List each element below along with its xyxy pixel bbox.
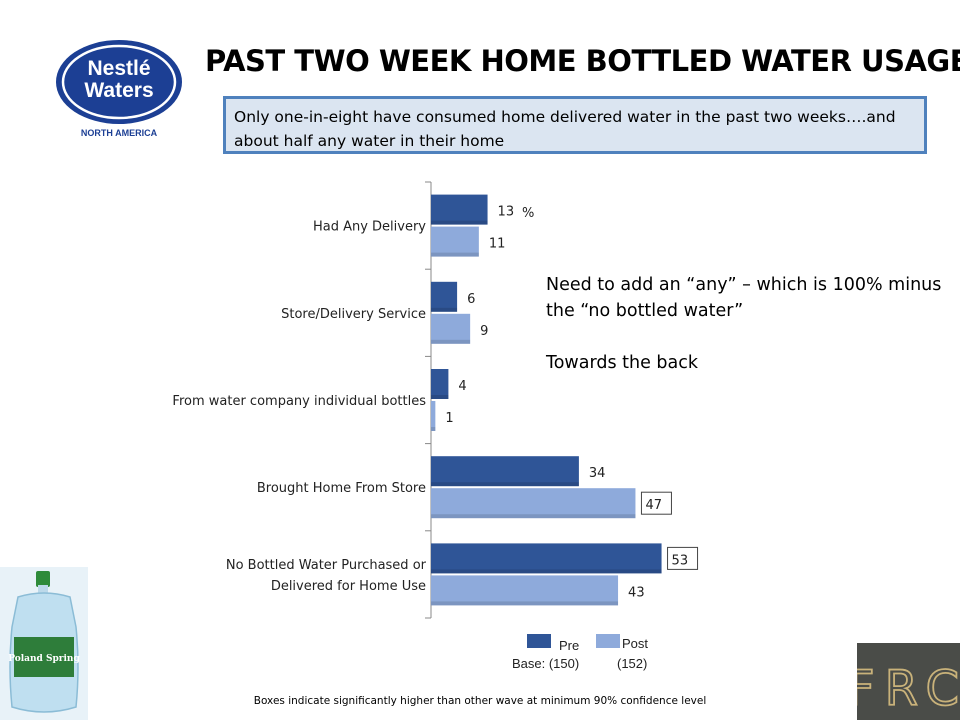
bar-pre [431,194,488,225]
bar-shadow [431,252,479,257]
significance-box [640,491,672,515]
bar-pre [431,456,579,487]
bar-shadow [431,339,471,344]
bar-post [431,226,479,257]
note-line-1: Need to add an “any” – which is 100% min… [546,275,942,321]
category-label: No Bottled Water Purchased or [226,558,427,573]
legend-label-pre: Pre [559,638,579,653]
data-label: 4 [458,379,466,394]
jug-label: Poland Spring [8,654,80,664]
subtitle-callout: Only one-in-eight have consumed home del… [223,96,927,154]
bar-shadow [431,514,636,519]
logo-brand-line1: Nestlé [87,57,150,80]
bar-shadow [431,395,449,399]
data-label: 13 [498,205,515,220]
bar-pre [431,369,449,399]
legend-label-post: Post [622,636,648,651]
data-label: 43 [628,585,645,600]
page-title: PAST TWO WEEK HOME BOTTLED WATER USAGE [205,44,960,78]
bar-pre [431,543,662,574]
data-label: 9 [480,324,488,339]
bar-pre [431,281,458,312]
nestle-waters-logo: Nestlé Waters NORTH AMERICA [38,32,200,154]
bar-post [431,313,471,344]
data-label: 53 [672,553,689,568]
data-label: 6 [467,292,475,307]
chart-legend: Pre Post Base: (150) (152) [512,634,672,677]
bar-shadow [431,220,488,225]
category-label: Brought Home From Store [257,481,426,496]
data-label: 47 [645,498,662,513]
category-label: Had Any Delivery [313,220,426,235]
data-label: 11 [489,237,506,252]
category-label: Delivered for Home Use [271,579,426,594]
data-label: 1 [445,411,453,426]
logo-tagline: NORTH AMERICA [81,128,158,138]
bar-post [431,401,436,431]
bar-post [431,488,636,519]
legend-base-pre: Base: (150) [512,656,579,671]
frc-logo-text: FRC [857,661,960,717]
unit-label: % [522,206,534,221]
significance-box [667,546,699,570]
data-label: 34 [589,466,606,481]
footnote: Boxes indicate significantly higher than… [253,695,707,707]
annotation-note: Need to add an “any” – which is 100% min… [546,272,946,402]
bar-shadow [431,427,436,431]
logo-brand-line2: Waters [84,79,153,102]
category-label: From water company individual bottles [172,394,426,409]
frc-logo: FRC [846,643,960,720]
bar-shadow [431,569,662,574]
legend-base-post: (152) [617,656,647,671]
legend-swatch-post [596,634,620,648]
water-jug-image: Poland Spring [0,567,88,720]
category-label: Store/Delivery Service [281,307,426,322]
bar-shadow [431,307,458,312]
bar-shadow [431,482,579,487]
bar-shadow [431,601,619,606]
note-line-2: Towards the back [546,353,699,373]
legend-swatch-pre [527,634,551,648]
bar-post [431,575,619,606]
